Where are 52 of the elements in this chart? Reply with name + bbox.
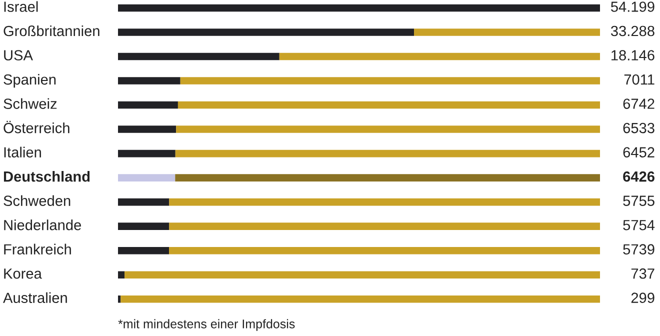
- bar: [118, 174, 176, 182]
- y-tick-label: Australien: [3, 292, 67, 304]
- bar: [118, 52, 280, 60]
- data-label: 33.288: [610, 26, 654, 36]
- y-tick-label: Schweden: [4, 195, 70, 206]
- bar: [118, 222, 170, 230]
- y-tick-label: Großbritannien: [4, 25, 100, 36]
- data-label: 5739: [623, 244, 654, 254]
- data-label: 6742: [623, 98, 654, 109]
- bar: [118, 295, 121, 303]
- bar: [124, 271, 600, 278]
- data-label: 6452: [623, 147, 654, 158]
- y-tick-label: Österreich: [4, 120, 70, 134]
- bar: [414, 28, 600, 36]
- y-tick-label: Schweiz: [4, 98, 57, 109]
- bar: [180, 77, 600, 84]
- y-tick-label: Frankreich: [4, 244, 71, 254]
- bar: [175, 150, 600, 158]
- data-label: 5754: [623, 220, 655, 230]
- data-label: 54.199: [610, 2, 654, 12]
- data-label: 737: [631, 268, 654, 279]
- bar: [169, 222, 600, 230]
- bar: [118, 271, 125, 278]
- bar: [118, 126, 176, 133]
- bar: [118, 198, 170, 206]
- text: *mit mindestens einer Impfdosis: [118, 319, 295, 331]
- bar: [178, 101, 600, 109]
- bar: [176, 126, 600, 133]
- data-label: 18.146: [612, 50, 654, 60]
- bar: [118, 150, 176, 158]
- bar: [118, 246, 170, 254]
- data-label: 7011: [624, 74, 654, 85]
- bar: [169, 246, 600, 254]
- bar: [279, 52, 600, 60]
- y-tick-label: Italien: [4, 146, 41, 158]
- y-tick-label: Israel: [4, 1, 38, 12]
- data-label: 6426: [623, 171, 654, 182]
- bar: [118, 101, 178, 109]
- bar: [120, 295, 600, 303]
- y-tick-label: Korea: [4, 268, 42, 279]
- y-tick-label: Niederlande: [4, 220, 81, 230]
- data-label: 299: [631, 292, 654, 304]
- bar: [118, 28, 414, 36]
- bar: [169, 198, 600, 206]
- data-label: 5755: [623, 196, 654, 206]
- bar: [175, 174, 600, 182]
- data-label: 6533: [623, 122, 654, 134]
- y-tick-label: USA: [4, 50, 33, 60]
- bar: [118, 77, 180, 84]
- bar: [118, 4, 600, 12]
- y-tick-label: Deutschland: [4, 171, 90, 182]
- y-tick-label: Spanien: [4, 74, 56, 88]
